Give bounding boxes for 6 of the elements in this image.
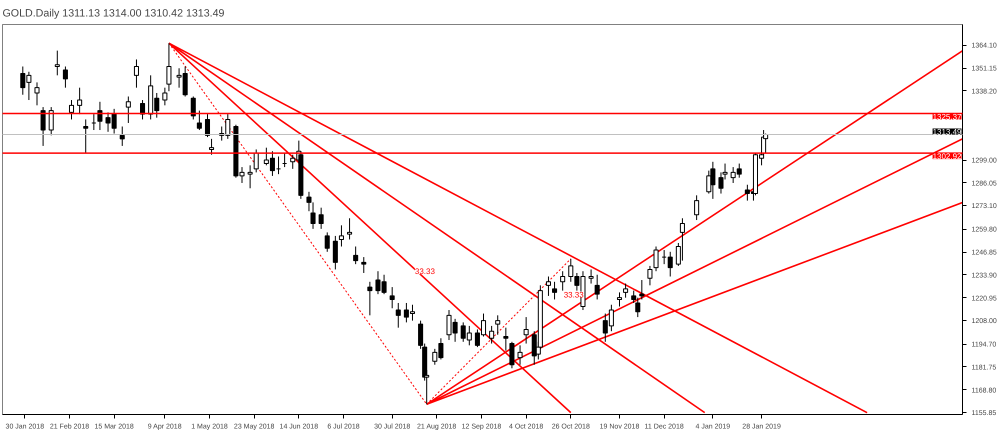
ref-line-label: 1302.92 bbox=[932, 152, 962, 162]
annotation: 33.33 bbox=[414, 267, 436, 276]
annotation: 33.33 bbox=[564, 290, 584, 300]
ref-line-label: 1325.37 bbox=[932, 112, 962, 122]
ref-line-label: 1313.49 bbox=[932, 127, 962, 136]
chart-title: GOLD.Daily 1311.13 1314.00 1310.42 1313.49 bbox=[2, 8, 225, 20]
